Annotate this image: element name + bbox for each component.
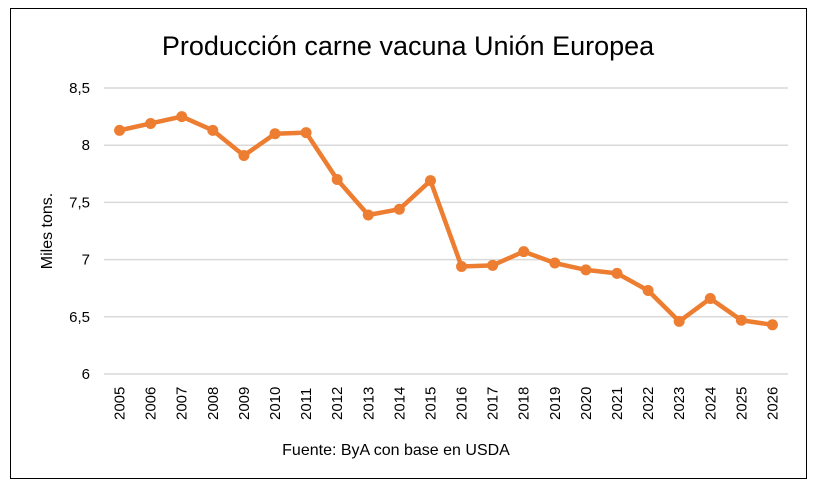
x-tick-label: 2017 (485, 387, 502, 420)
x-tick-label: 2024 (702, 387, 719, 420)
x-tick-label: 2020 (578, 387, 595, 420)
x-tick-label: 2014 (391, 387, 408, 420)
series-polyline (119, 114, 773, 328)
data-point-2023 (673, 315, 685, 327)
series-line (114, 111, 778, 331)
x-tick-label: 2008 (205, 387, 222, 420)
x-tick-label: 2018 (516, 387, 533, 420)
x-tick-label: 2015 (422, 387, 439, 420)
x-tick-label: 2026 (764, 387, 781, 420)
x-tick-label: 2019 (547, 387, 564, 420)
x-tick-label: 2007 (174, 387, 191, 420)
data-point-2015 (424, 175, 436, 187)
data-point-2013 (362, 209, 374, 221)
data-point-2005 (114, 124, 126, 136)
x-tick-label: 2021 (609, 387, 626, 420)
y-tick-label: 7,5 (69, 194, 90, 211)
chart-frame (10, 8, 807, 479)
data-point-2010 (269, 128, 281, 140)
x-tick-label: 2013 (360, 387, 377, 420)
data-point-2021 (611, 267, 623, 279)
data-point-2011 (300, 127, 312, 139)
x-tick-label: 2023 (671, 387, 688, 420)
data-point-2009 (238, 149, 250, 161)
data-point-2025 (735, 314, 747, 326)
x-tick-label: 2022 (640, 387, 657, 420)
data-point-2026 (766, 319, 778, 331)
data-point-2020 (580, 264, 592, 276)
y-tick-labels: 6 6,5 7 7,5 8 8,5 (69, 80, 90, 383)
data-point-2018 (518, 246, 530, 258)
y-tick-label: 6 (82, 366, 90, 383)
data-point-2016 (456, 260, 468, 272)
data-point-2012 (331, 174, 343, 186)
y-tick-label: 8 (82, 137, 90, 154)
x-tick-label: 2016 (454, 387, 471, 420)
y-tick-label: 7 (82, 252, 90, 269)
data-point-2024 (704, 292, 716, 304)
x-tick-label: 2005 (112, 387, 129, 420)
x-tick-labels: 2005 2006 2007 2008 2009 2010 2011 2012 2013 2014… (112, 387, 782, 420)
data-point-2006 (145, 117, 157, 129)
x-tick-label: 2012 (329, 387, 346, 420)
x-tick-label: 2009 (236, 387, 253, 420)
y-axis-label: Miles tons. (39, 193, 56, 269)
data-point-2007 (176, 111, 188, 123)
source-note: Fuente: ByA con base en USDA (282, 442, 510, 459)
y-tick-label: 8,5 (69, 80, 90, 97)
x-tick-label: 2006 (143, 387, 160, 420)
gridlines (104, 87, 788, 375)
x-tick-label: 2011 (298, 388, 315, 420)
data-point-2022 (642, 284, 654, 296)
data-point-2017 (487, 259, 499, 271)
y-tick-label: 6,5 (69, 309, 90, 326)
data-point-2014 (393, 203, 405, 215)
x-tick-label: 2025 (733, 387, 750, 420)
x-tick-label: 2010 (267, 387, 284, 420)
data-point-2008 (207, 124, 219, 136)
data-point-2019 (549, 257, 561, 269)
chart-title: Producción carne vacuna Unión Europea (162, 31, 655, 61)
